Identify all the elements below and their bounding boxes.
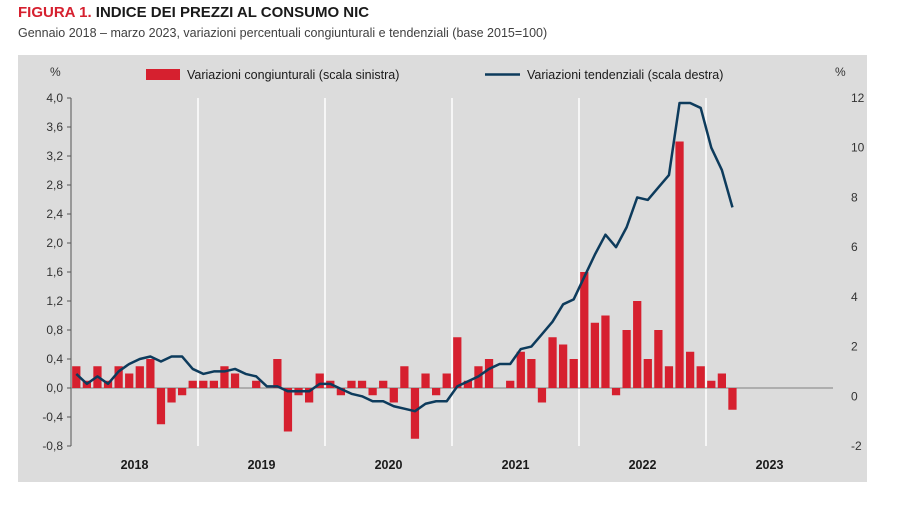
- bar: [580, 272, 589, 388]
- legend-label-bars: Variazioni congiunturali (scala sinistra…: [187, 68, 399, 82]
- bar: [146, 359, 155, 388]
- bar: [336, 388, 346, 396]
- bar: [156, 388, 166, 425]
- bar: [506, 380, 515, 388]
- bar: [188, 380, 197, 388]
- bar: [463, 380, 473, 388]
- bar: [685, 351, 695, 388]
- right-tick-label: -2: [851, 439, 862, 453]
- bar: [209, 380, 219, 388]
- bar: [135, 366, 144, 388]
- right-tick-label: 12: [851, 91, 865, 105]
- bar: [167, 388, 176, 403]
- x-tick-label: 2020: [375, 458, 403, 472]
- left-tick-label: 1,6: [46, 265, 63, 279]
- bar: [410, 388, 420, 439]
- bar: [304, 388, 314, 403]
- bar: [611, 388, 621, 396]
- figure-number: FIGURA 1.: [18, 4, 92, 21]
- bar: [230, 373, 240, 388]
- left-tick-label: 1,2: [46, 294, 63, 308]
- bar: [125, 373, 134, 388]
- left-tick-label: 0,8: [46, 323, 63, 337]
- series-line: [75, 101, 734, 413]
- bar: [675, 141, 684, 388]
- legend-swatch-bars: [146, 69, 180, 80]
- bar: [220, 366, 229, 388]
- right-tick-label: 6: [851, 240, 858, 254]
- chart-panel: 4,0 3,6 3,2 2,8 2,4 2,0 1,6 1,2 0,8 0,4 0,0 -0,4 -0,…: [18, 55, 867, 482]
- bar: [728, 388, 737, 410]
- bar: [389, 388, 398, 403]
- bar: [273, 359, 282, 388]
- bar: [283, 388, 293, 432]
- bar: [590, 322, 600, 388]
- left-tick-label: 4,0: [46, 91, 63, 105]
- right-tick-label: 10: [851, 141, 865, 155]
- figure-subtitle: Gennaio 2018 – marzo 2023, variazioni pe…: [18, 26, 548, 40]
- left-axis-unit: %: [50, 65, 61, 79]
- left-tick-label: 3,2: [46, 149, 63, 163]
- bar: [177, 388, 187, 396]
- bar: [516, 351, 525, 388]
- bar: [654, 330, 663, 388]
- left-tick-label: 3,6: [46, 120, 63, 134]
- bar: [199, 380, 208, 388]
- left-tick-label: 2,4: [46, 207, 63, 221]
- left-tick-label: 0,4: [46, 352, 63, 366]
- x-tick-label: 2021: [502, 458, 530, 472]
- bar: [357, 380, 367, 388]
- right-axis-unit: %: [835, 65, 846, 79]
- bar: [347, 380, 356, 388]
- bar: [442, 373, 451, 388]
- bar: [622, 330, 631, 388]
- right-tick-label: 8: [851, 190, 858, 204]
- bar: [114, 366, 123, 388]
- bar: [315, 373, 324, 388]
- bar: [484, 359, 494, 388]
- figure-title: FIGURA 1. INDICE DEI PREZZI AL CONSUMO N…: [18, 4, 369, 21]
- x-tick-label: 2022: [629, 458, 657, 472]
- legend-label-line: Variazioni tendenziali (scala destra): [527, 68, 723, 82]
- left-tick-label: 2,0: [46, 236, 63, 250]
- bar: [252, 380, 261, 388]
- left-tick-label: 2,8: [46, 178, 63, 192]
- bar: [569, 359, 578, 388]
- right-tick-label: 0: [851, 389, 858, 403]
- bar: [453, 337, 462, 388]
- bar: [379, 380, 388, 388]
- left-tick-label: -0,8: [42, 439, 63, 453]
- bar: [643, 359, 652, 388]
- bar: [633, 301, 642, 388]
- right-tick-label: 2: [851, 340, 858, 354]
- figure-title-text: INDICE DEI PREZZI AL CONSUMO NIC: [95, 4, 370, 21]
- left-tick-label: -0,4: [42, 410, 63, 424]
- bar: [527, 359, 536, 388]
- bar: [664, 366, 674, 388]
- right-tick-label: 4: [851, 290, 858, 304]
- bar: [707, 380, 716, 388]
- bar: [72, 366, 81, 388]
- bar: [421, 373, 430, 388]
- bar: [537, 388, 547, 403]
- x-tick-label: 2019: [248, 458, 276, 472]
- chart-svg: 4,0 3,6 3,2 2,8 2,4 2,0 1,6 1,2 0,8 0,4 0,0 -0,4 -0,…: [42, 65, 865, 472]
- bar: [601, 315, 610, 388]
- left-tick-label: 0,0: [46, 381, 63, 395]
- x-tick-label: 2018: [121, 458, 149, 472]
- bar: [548, 337, 557, 388]
- x-tick-label: 2023: [756, 458, 784, 472]
- bar: [696, 366, 705, 388]
- bar: [368, 388, 377, 396]
- bar: [431, 388, 441, 396]
- bar: [400, 366, 409, 388]
- bar: [717, 373, 727, 388]
- bar: [558, 344, 568, 388]
